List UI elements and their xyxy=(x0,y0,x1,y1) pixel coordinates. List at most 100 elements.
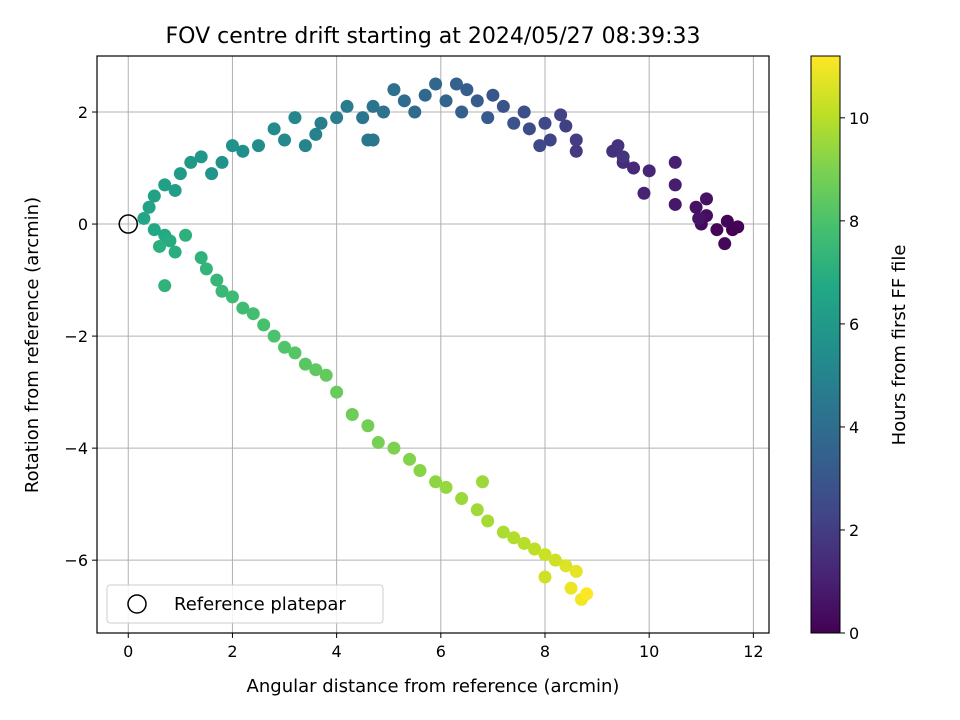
data-point xyxy=(449,77,463,91)
data-point xyxy=(345,408,359,422)
data-point xyxy=(611,139,625,153)
data-point xyxy=(533,139,547,153)
x-axis-ticks: 0 2 4 6 8 10 12 xyxy=(123,633,764,661)
data-point xyxy=(439,480,453,494)
data-point xyxy=(210,273,224,287)
data-point xyxy=(559,559,573,573)
y-tick-label: 0 xyxy=(78,215,88,234)
data-point xyxy=(309,127,323,141)
data-point xyxy=(496,525,510,539)
data-point xyxy=(720,214,734,228)
data-point xyxy=(637,186,651,200)
data-point xyxy=(205,167,219,181)
data-point xyxy=(543,133,557,147)
data-point xyxy=(168,245,182,259)
data-point xyxy=(288,346,302,360)
legend-marker xyxy=(127,594,147,614)
y-axis-ticks: −6 −4 −2 0 2 xyxy=(64,103,97,570)
data-point xyxy=(184,155,198,169)
data-point xyxy=(460,83,474,97)
data-point xyxy=(517,105,531,119)
data-point xyxy=(194,150,208,164)
data-point xyxy=(168,183,182,197)
data-point xyxy=(470,94,484,108)
reference-marker xyxy=(118,214,139,234)
legend: Reference platepar xyxy=(106,584,384,624)
data-point xyxy=(538,570,552,584)
data-point xyxy=(554,108,568,122)
data-point xyxy=(507,116,521,130)
data-point xyxy=(278,133,292,147)
data-point xyxy=(616,150,630,164)
x-axis-label: Angular distance from reference (arcmin) xyxy=(247,676,620,697)
y-tick-label: −2 xyxy=(64,327,88,346)
data-point xyxy=(194,251,208,265)
data-point xyxy=(387,83,401,97)
data-point xyxy=(486,88,500,102)
data-point xyxy=(496,99,510,113)
plot-frame xyxy=(96,55,770,634)
colorbar-tick-label: 2 xyxy=(849,521,859,540)
data-point xyxy=(173,167,187,181)
data-point xyxy=(366,133,380,147)
colorbar-gradient xyxy=(810,55,841,634)
data-point xyxy=(731,220,745,234)
colorbar-tick-label: 0 xyxy=(849,624,859,643)
data-point xyxy=(699,192,713,206)
data-point xyxy=(278,340,292,354)
colorbar-ticks: 0 2 4 6 8 10 xyxy=(840,109,869,643)
data-point xyxy=(569,133,583,147)
data-point xyxy=(522,122,536,136)
colorbar: 0 2 4 6 8 10 Hours from first FF file xyxy=(810,55,910,643)
data-point xyxy=(267,329,281,343)
data-point xyxy=(142,200,156,214)
reference-platepar-point xyxy=(118,214,139,234)
data-point xyxy=(429,77,443,91)
data-point xyxy=(528,542,542,556)
x-tick-label: 6 xyxy=(436,642,446,661)
data-point xyxy=(470,503,484,517)
y-axis-label: Rotation from reference (arcmin) xyxy=(22,197,43,493)
data-point xyxy=(538,548,552,562)
data-point xyxy=(475,475,489,489)
data-point xyxy=(236,301,250,315)
data-point xyxy=(158,178,172,192)
data-point xyxy=(225,290,239,304)
data-point xyxy=(257,318,271,332)
data-point xyxy=(481,514,495,528)
data-point xyxy=(319,368,333,382)
y-tick-label: −4 xyxy=(64,439,88,458)
data-point xyxy=(517,536,531,550)
colorbar-label: Hours from first FF file xyxy=(889,245,910,446)
data-point xyxy=(314,116,328,130)
data-point xyxy=(710,223,724,237)
data-point xyxy=(298,139,312,153)
data-point xyxy=(309,363,323,377)
data-point xyxy=(481,111,495,125)
data-point xyxy=(371,436,385,450)
legend-label: Reference platepar xyxy=(174,594,346,615)
data-point xyxy=(215,155,229,169)
x-tick-label: 2 xyxy=(227,642,237,661)
data-point xyxy=(366,99,380,113)
data-point xyxy=(251,139,265,153)
data-point xyxy=(569,144,583,158)
data-point xyxy=(158,279,172,293)
data-point xyxy=(689,200,703,214)
data-point xyxy=(668,155,682,169)
y-tick-label: −6 xyxy=(64,551,88,570)
data-point xyxy=(397,94,411,108)
data-point xyxy=(538,116,552,130)
data-point xyxy=(418,88,432,102)
data-point xyxy=(455,492,469,506)
x-tick-label: 0 xyxy=(123,642,133,661)
data-point xyxy=(361,419,375,433)
data-point xyxy=(225,139,239,153)
data-point xyxy=(507,531,521,545)
data-point xyxy=(163,234,177,248)
data-point xyxy=(330,385,344,399)
data-point xyxy=(668,197,682,211)
data-point xyxy=(377,105,391,119)
data-point xyxy=(439,94,453,108)
data-point xyxy=(387,441,401,455)
